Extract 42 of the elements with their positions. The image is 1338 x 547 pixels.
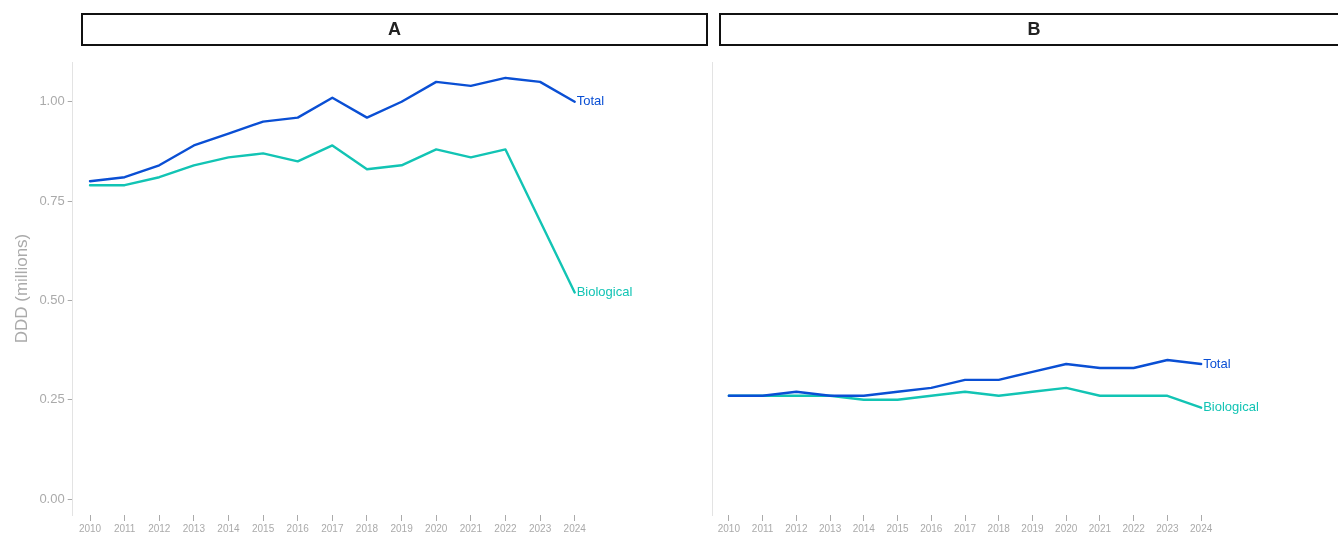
x-tick-label: 2022 [1122,522,1146,534]
x-tick-label: 2020 [1055,522,1078,534]
x-tick-label: 2014 [852,522,876,534]
x-tick-label: 2024 [1190,522,1213,534]
series-label: Total [1203,355,1231,371]
x-tick-label: 2014 [217,522,241,534]
x-tick-label: 2022 [494,522,518,534]
x-tick-label: 2023 [528,522,552,534]
x-tick-label: 2023 [1156,522,1179,534]
x-tick-label: 2013 [818,522,842,534]
chart-title: B [719,13,1338,46]
chart-title: A [81,13,708,46]
x-tick-label: 2010 [78,522,102,534]
y-tick-label: 0.75 [39,192,65,208]
y-tick-label: 0.00 [39,490,65,506]
series-label: Total [576,93,605,109]
y-tick-label: 0.50 [39,292,65,307]
x-tick-label: 2019 [1021,522,1045,534]
y-tick-label: 0.25 [39,391,65,407]
x-tick-label: 2015 [251,522,275,534]
x-tick-label: 2010 [717,522,741,534]
x-tick-label: 2012 [148,522,171,534]
x-tick-label: 2021 [459,522,483,534]
x-tick-label: 2013 [182,522,206,534]
series-label: Biological [1203,399,1259,415]
y-tick-label: 1.00 [39,93,65,109]
x-tick-label: 2018 [355,522,379,534]
x-tick-label: 2012 [785,522,808,534]
x-tick-label: 2024 [563,522,587,534]
x-tick-label: 2011 [113,522,136,534]
x-tick-label: 2011 [751,522,774,534]
x-tick-label: 2019 [390,522,414,534]
x-tick-label: 2017 [953,522,977,534]
y-axis-title: DDD (millions) [11,233,31,344]
x-tick-label: 2020 [425,522,448,534]
series-label: Biological [576,284,633,300]
x-tick-label: 2021 [1088,522,1112,534]
x-tick-label: 2016 [920,522,943,534]
x-tick-label: 2015 [886,522,910,534]
x-tick-label: 2016 [286,522,310,534]
x-tick-label: 2017 [321,522,344,534]
x-tick-label: 2018 [987,522,1011,534]
